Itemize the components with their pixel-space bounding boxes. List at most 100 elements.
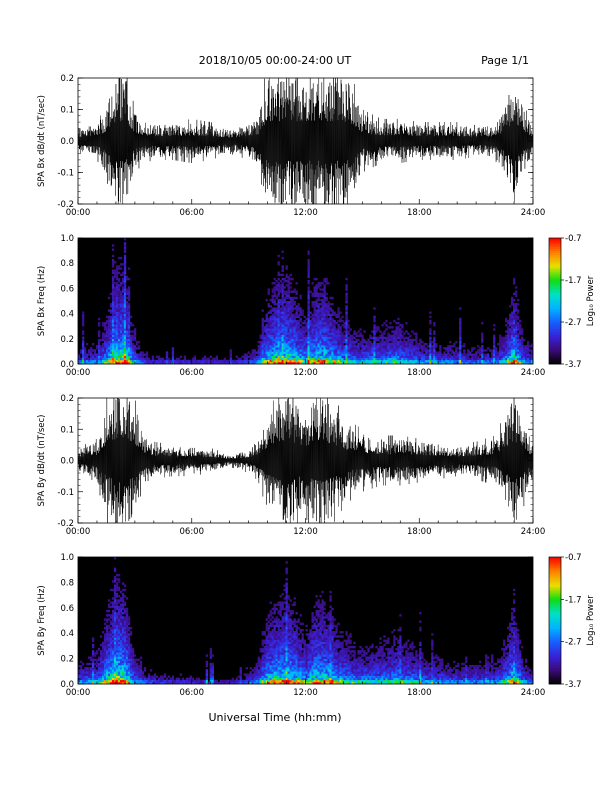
spectrogram-cell xyxy=(111,286,115,289)
spectrogram-cell xyxy=(81,662,85,666)
spectrogram-cell xyxy=(303,319,306,323)
spectrogram-cell xyxy=(273,633,276,636)
spectrogram-cell xyxy=(317,334,320,337)
spectrogram-cell xyxy=(515,338,518,342)
spectrogram-cell xyxy=(119,664,123,668)
spectrogram-cell xyxy=(109,324,113,327)
spectrogram-cell xyxy=(127,622,131,626)
spectrogram-cell xyxy=(281,332,284,335)
spectrogram-cell xyxy=(399,336,402,340)
spectrogram-cell xyxy=(369,349,372,352)
spectrogram-cell xyxy=(269,675,272,678)
spectrogram-cell xyxy=(83,347,87,350)
spectrogram-cell xyxy=(113,351,117,354)
spectrogram-cell xyxy=(297,351,300,354)
spectrogram-cell xyxy=(81,681,85,685)
spectrogram-cell xyxy=(359,359,362,363)
spectrogram-cell xyxy=(193,681,197,685)
spectrogram-cell xyxy=(107,332,111,335)
spectrogram-cell xyxy=(513,338,516,342)
spectrogram-cell xyxy=(275,317,278,321)
spectrogram-cell xyxy=(107,662,111,666)
spectrogram-cell xyxy=(113,671,117,674)
spectrogram-cell xyxy=(471,347,474,350)
spectrogram-cell xyxy=(255,671,258,674)
spectrogram-cell xyxy=(105,328,109,331)
spectrogram-cell xyxy=(475,359,478,363)
spectrogram-cell xyxy=(323,315,326,319)
waveform-series xyxy=(78,78,533,204)
spectrogram-cell xyxy=(191,357,195,361)
spectrogram-cell xyxy=(239,357,242,361)
spectrogram-cell xyxy=(293,340,296,344)
spectrogram-cell xyxy=(505,317,508,321)
spectrogram-cell xyxy=(379,357,382,361)
spectrogram-cell xyxy=(111,351,115,354)
spectrogram-cell xyxy=(401,336,404,340)
spectrogram-cell xyxy=(119,292,123,295)
spectrogram-cell xyxy=(129,345,133,348)
spectrogram-cell xyxy=(257,658,260,662)
spectrogram-cell xyxy=(331,359,334,363)
spectrogram-cell xyxy=(359,349,362,352)
spectrogram-cell xyxy=(169,361,173,365)
spectrogram-cell xyxy=(319,319,322,323)
spectrogram-cell xyxy=(487,361,490,365)
spectrogram-cell xyxy=(255,662,258,666)
spectrogram-cell xyxy=(269,324,272,327)
spectrogram-cell xyxy=(507,319,510,323)
spectrogram-cell xyxy=(273,637,276,640)
spectrogram-cell xyxy=(267,353,270,356)
spectrogram-cell xyxy=(119,305,123,308)
spectrogram-cell xyxy=(277,345,280,348)
spectrogram-cell xyxy=(97,673,101,676)
spectrogram-cell xyxy=(523,353,526,356)
spectrogram-cell xyxy=(409,357,412,361)
spectrogram-cell xyxy=(387,361,390,365)
spectrogram-cell xyxy=(281,250,284,253)
spectrogram-cell xyxy=(135,667,139,670)
spectrogram-cell xyxy=(291,357,294,361)
spectrogram-cell xyxy=(421,340,424,344)
spectrogram-cell xyxy=(95,355,99,358)
spectrogram-cell xyxy=(395,328,398,331)
spectrogram-cell xyxy=(265,361,268,365)
spectrogram-cell xyxy=(127,292,131,295)
spectrogram-cell xyxy=(463,361,466,365)
spectrogram-cell xyxy=(295,309,298,312)
spectrogram-cell xyxy=(411,351,414,354)
spectrogram-cell xyxy=(275,357,278,361)
spectrogram-cell xyxy=(123,643,127,647)
spectrogram-cell xyxy=(277,340,280,344)
spectrogram-cell xyxy=(287,343,290,346)
spectrogram-cell xyxy=(313,315,316,319)
spectrogram-cell xyxy=(117,654,121,657)
spectrogram-cell xyxy=(511,330,514,333)
spectrogram-cell xyxy=(501,349,504,352)
y-tick-label: -0.1 xyxy=(57,169,74,179)
spectrogram-cell xyxy=(215,357,218,361)
spectrogram-cell xyxy=(393,336,396,340)
spectrogram-cell xyxy=(283,340,286,344)
spectrogram-cell xyxy=(115,361,119,365)
spectrogram-cell xyxy=(265,353,268,356)
spectrogram-cell xyxy=(271,643,274,647)
spectrogram-cell xyxy=(365,357,368,361)
spectrogram-cell xyxy=(123,675,127,678)
spectrogram-cell xyxy=(329,328,332,331)
spectrogram-cell xyxy=(393,347,396,350)
spectrogram-cell xyxy=(267,614,270,617)
spectrogram-cell xyxy=(271,288,274,291)
spectrogram-cell xyxy=(101,349,105,352)
spectrogram-cell xyxy=(80,664,83,668)
spectrogram-cell xyxy=(127,294,131,298)
spectrogram-cell xyxy=(113,620,117,623)
spectrogram-cell xyxy=(261,319,264,323)
spectrogram-cell xyxy=(115,673,119,676)
spectrogram-cell xyxy=(83,357,87,361)
spectrogram-cell xyxy=(483,361,486,365)
spectrogram-cell xyxy=(101,336,105,340)
spectrogram-cell xyxy=(337,347,340,350)
spectrogram-cell xyxy=(121,317,125,321)
